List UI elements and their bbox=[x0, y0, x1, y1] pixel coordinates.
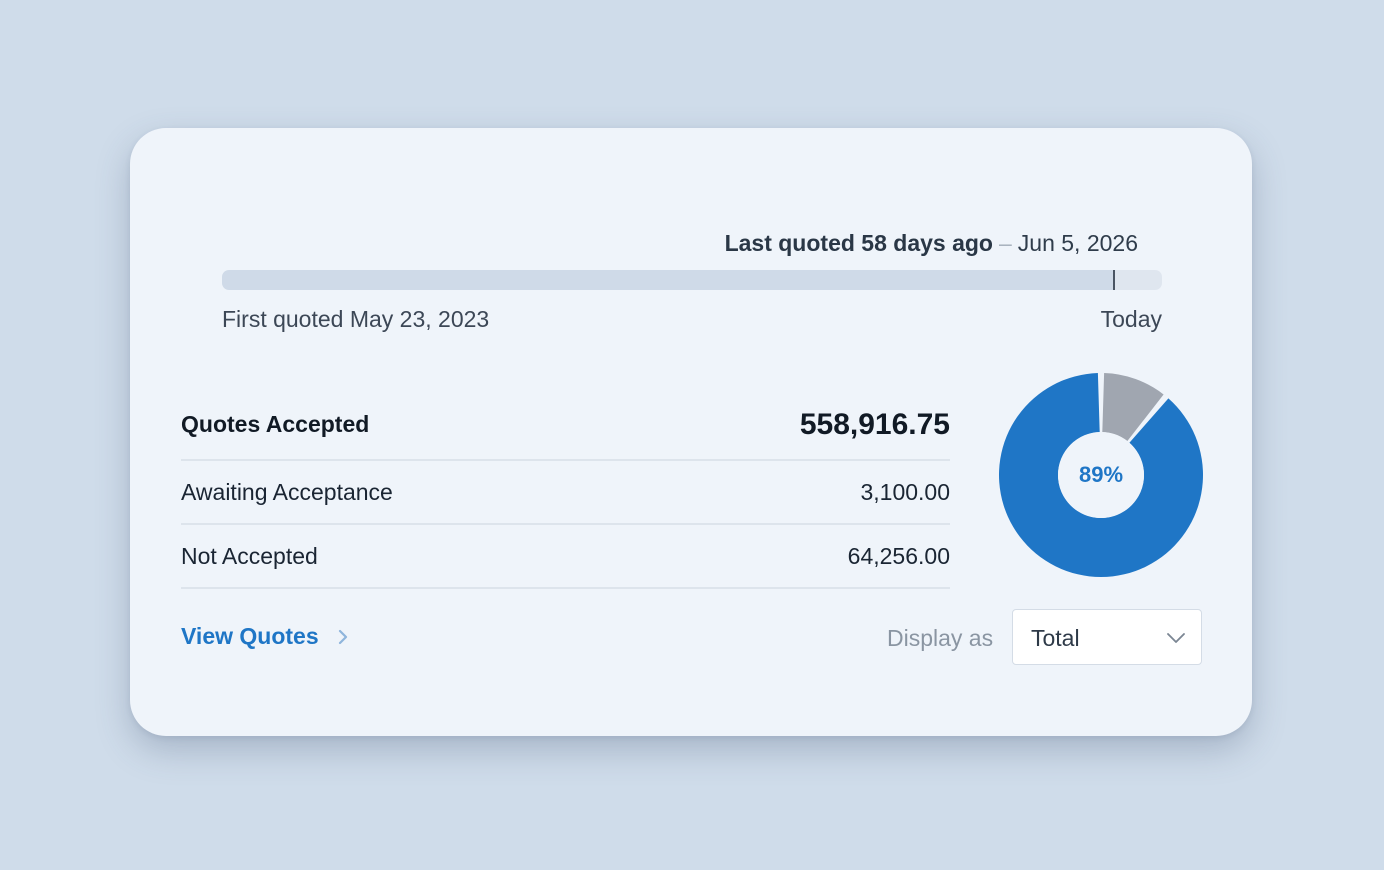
summary-row-label: Awaiting Acceptance bbox=[181, 478, 393, 505]
first-quoted-label: First quoted May 23, 2023 bbox=[222, 306, 490, 332]
display-as-select[interactable]: Total bbox=[1012, 609, 1202, 665]
donut-segment-accepted bbox=[999, 373, 1203, 577]
chevron-right-icon bbox=[338, 629, 347, 644]
view-quotes-link[interactable]: View Quotes bbox=[181, 623, 355, 650]
quotes-summary-table: Quotes Accepted 558,916.75 Awaiting Acce… bbox=[181, 390, 950, 589]
donut-segment-other bbox=[1102, 373, 1164, 442]
last-quoted-marker bbox=[1113, 270, 1116, 290]
summary-row-label: Quotes Accepted bbox=[181, 411, 370, 437]
summary-row-value: 3,100.00 bbox=[860, 478, 950, 505]
summary-row-quotes-accepted: Quotes Accepted 558,916.75 bbox=[181, 390, 950, 461]
acceptance-donut-chart bbox=[999, 373, 1203, 577]
summary-row-not-accepted: Not Accepted 64,256.00 bbox=[181, 525, 950, 589]
acceptance-percent-label: 89% bbox=[1078, 462, 1124, 487]
last-quoted-label: Last quoted 58 days ago bbox=[724, 230, 993, 256]
chevron-down-icon bbox=[1167, 633, 1185, 643]
quotes-summary-card: Last quoted 58 days ago – Jun 5, 2026 Firs… bbox=[130, 128, 1252, 736]
quote-timeline-fill bbox=[222, 270, 1115, 290]
donut-hole bbox=[1058, 432, 1144, 518]
summary-row-label: Not Accepted bbox=[181, 542, 318, 569]
today-label: Today bbox=[1100, 306, 1162, 332]
display-as-selected-value: Total bbox=[1031, 625, 1080, 651]
summary-row-value: 64,256.00 bbox=[847, 542, 950, 569]
display-as-label: Display as bbox=[887, 625, 994, 651]
last-quoted-date: Jun 5, 2026 bbox=[1017, 230, 1138, 256]
view-quotes-label: View Quotes bbox=[181, 623, 319, 649]
last-quoted-header: Last quoted 58 days ago – Jun 5, 2026 bbox=[725, 230, 1138, 257]
quote-timeline-bar bbox=[222, 270, 1162, 290]
summary-row-awaiting-acceptance: Awaiting Acceptance 3,100.00 bbox=[181, 461, 950, 525]
last-quoted-separator: – bbox=[998, 230, 1012, 256]
summary-row-value: 558,916.75 bbox=[799, 407, 950, 441]
